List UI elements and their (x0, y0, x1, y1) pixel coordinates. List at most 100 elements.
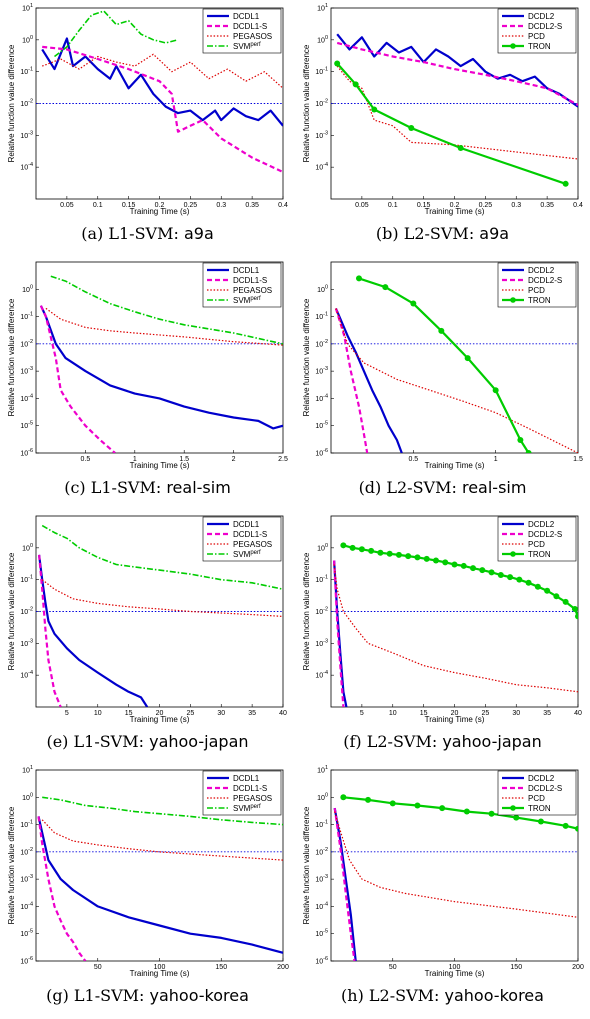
y-tick-label: 10-6 (20, 956, 33, 966)
x-tick-label: 1 (494, 456, 498, 463)
y-tick-label: 10-3 (20, 130, 33, 140)
series-line-svmperf (41, 524, 283, 590)
chart-svg: 50 100 150 200 10-6 10-5 10-4 10-3 10-2 10-1 100 10… (7, 765, 289, 978)
y-tick-label: 10-5 (315, 929, 328, 939)
legend-label: DCDL1 (233, 774, 260, 783)
caption-dataset: yahoo-japan (442, 732, 542, 751)
series-marker (507, 574, 514, 581)
chart-panel: 0.05 0.1 0.15 0.2 0.25 0.3 0.35 0.4 10-4 10-3 10-2… (0, 0, 295, 254)
legend-marker (510, 551, 516, 557)
chart-svg: 50 100 150 200 10-6 10-5 10-4 10-3 10-2 10-1 100 10… (302, 765, 584, 978)
figure-caption: (h) L2-SVM: yahoo-korea (295, 986, 590, 1005)
figure-caption: (c) L1-SVM: real-sim (0, 478, 295, 497)
x-tick-label: 0.4 (278, 202, 288, 209)
x-tick-label: 150 (215, 964, 227, 971)
x-tick-label: 20 (451, 710, 459, 717)
y-tick-label: 100 (22, 35, 33, 45)
legend-label: DCDL1-S (233, 784, 267, 793)
series-marker (488, 810, 495, 817)
x-tick-label: 0.25 (479, 202, 493, 209)
series-marker (516, 576, 523, 583)
y-tick-label: 10-1 (315, 820, 328, 830)
x-tick-label: 0.05 (355, 202, 369, 209)
series-group (36, 796, 283, 961)
caption-prefix: (h) L2-SVM: (341, 986, 445, 1005)
series-marker (460, 562, 467, 569)
x-tick-label: 0.2 (155, 202, 165, 209)
series-marker (358, 546, 365, 553)
x-tick-label: 100 (449, 964, 461, 971)
caption-prefix: (f) L2-SVM: (343, 732, 443, 751)
series-line-pegasos (41, 53, 283, 89)
y-axis-label: Relative function value difference (302, 44, 311, 162)
legend-label: PCD (528, 32, 545, 41)
x-tick-label: 0.5 (81, 456, 91, 463)
chart-panel: 0.5 1 1.5 2 2.5 10-6 10-5 10-4 10-3 10-2 10-1 100 Tr… (0, 254, 295, 508)
x-tick-label: 25 (186, 710, 194, 717)
caption-dataset: yahoo-korea (149, 986, 249, 1005)
figure-caption: (g) L1-SVM: yahoo-korea (0, 986, 295, 1005)
y-axis-label: Relative function value difference (7, 298, 16, 416)
series-marker (575, 613, 578, 620)
series-group (331, 33, 578, 187)
y-tick-label: 10-1 (20, 67, 33, 77)
series-line-pcd (335, 308, 578, 453)
y-tick-label: 10-6 (315, 956, 328, 966)
legend-marker (510, 43, 516, 49)
legend-label: DCDL2 (528, 520, 555, 529)
series-marker (340, 794, 347, 801)
series-marker (544, 587, 551, 594)
legend-label: PCD (528, 286, 545, 295)
legend-label: DCDL2-S (528, 530, 562, 539)
x-tick-label: 10 (389, 710, 397, 717)
x-axis-label: Training Time (s) (425, 969, 485, 978)
series-marker (334, 60, 341, 67)
series-line-dcdl2 (336, 33, 578, 108)
x-tick-label: 1 (133, 456, 137, 463)
legend-label: PEGASOS (233, 32, 272, 41)
series-line-dcdl2-s (334, 308, 369, 453)
x-tick-label: 15 (420, 710, 428, 717)
series-line-pcd (333, 564, 578, 693)
series-marker (355, 275, 362, 282)
x-tick-label: 40 (574, 710, 582, 717)
series-line-dcdl1 (41, 37, 283, 127)
series-marker (479, 567, 486, 574)
y-tick-label: 10-4 (20, 901, 33, 911)
series-marker (368, 547, 375, 554)
y-tick-label: 10-1 (20, 575, 33, 585)
figure-caption: (e) L1-SVM: yahoo-japan (0, 732, 295, 751)
x-tick-label: 0.35 (540, 202, 554, 209)
y-tick-label: 10-2 (20, 99, 33, 109)
series-marker (442, 559, 449, 566)
x-tick-label: 50 (94, 964, 102, 971)
series-marker (488, 569, 495, 576)
y-tick-label: 10-1 (315, 312, 328, 322)
legend-marker (510, 297, 516, 303)
y-tick-label: 10-4 (20, 670, 33, 680)
caption-prefix: (c) L1-SVM: (64, 478, 167, 497)
series-line-dcdl1 (38, 554, 149, 707)
series-line-pcd (334, 811, 578, 918)
series-marker (464, 355, 471, 362)
legend-label: PEGASOS (233, 286, 272, 295)
legend-label: DCDL1 (233, 266, 260, 275)
series-marker (525, 579, 532, 586)
y-tick-label: 10-3 (315, 638, 328, 648)
y-tick-label: 10-2 (20, 339, 33, 349)
series-line-pegasos (45, 307, 283, 346)
y-tick-label: 101 (22, 3, 33, 13)
x-axis-label: Training Time (s) (425, 715, 485, 724)
legend-label: SVMperf (233, 550, 261, 559)
y-tick-label: 10-2 (20, 847, 33, 857)
x-tick-label: 30 (217, 710, 225, 717)
y-axis-label: Relative function value difference (7, 552, 16, 670)
x-tick-label: 25 (481, 710, 489, 717)
chart-svg: 0.05 0.1 0.15 0.2 0.25 0.3 0.35 0.4 10-4 10-3 10-2… (7, 3, 288, 216)
caption-prefix: (a) L1-SVM: (81, 224, 184, 243)
series-line-dcdl1-s (39, 305, 116, 453)
